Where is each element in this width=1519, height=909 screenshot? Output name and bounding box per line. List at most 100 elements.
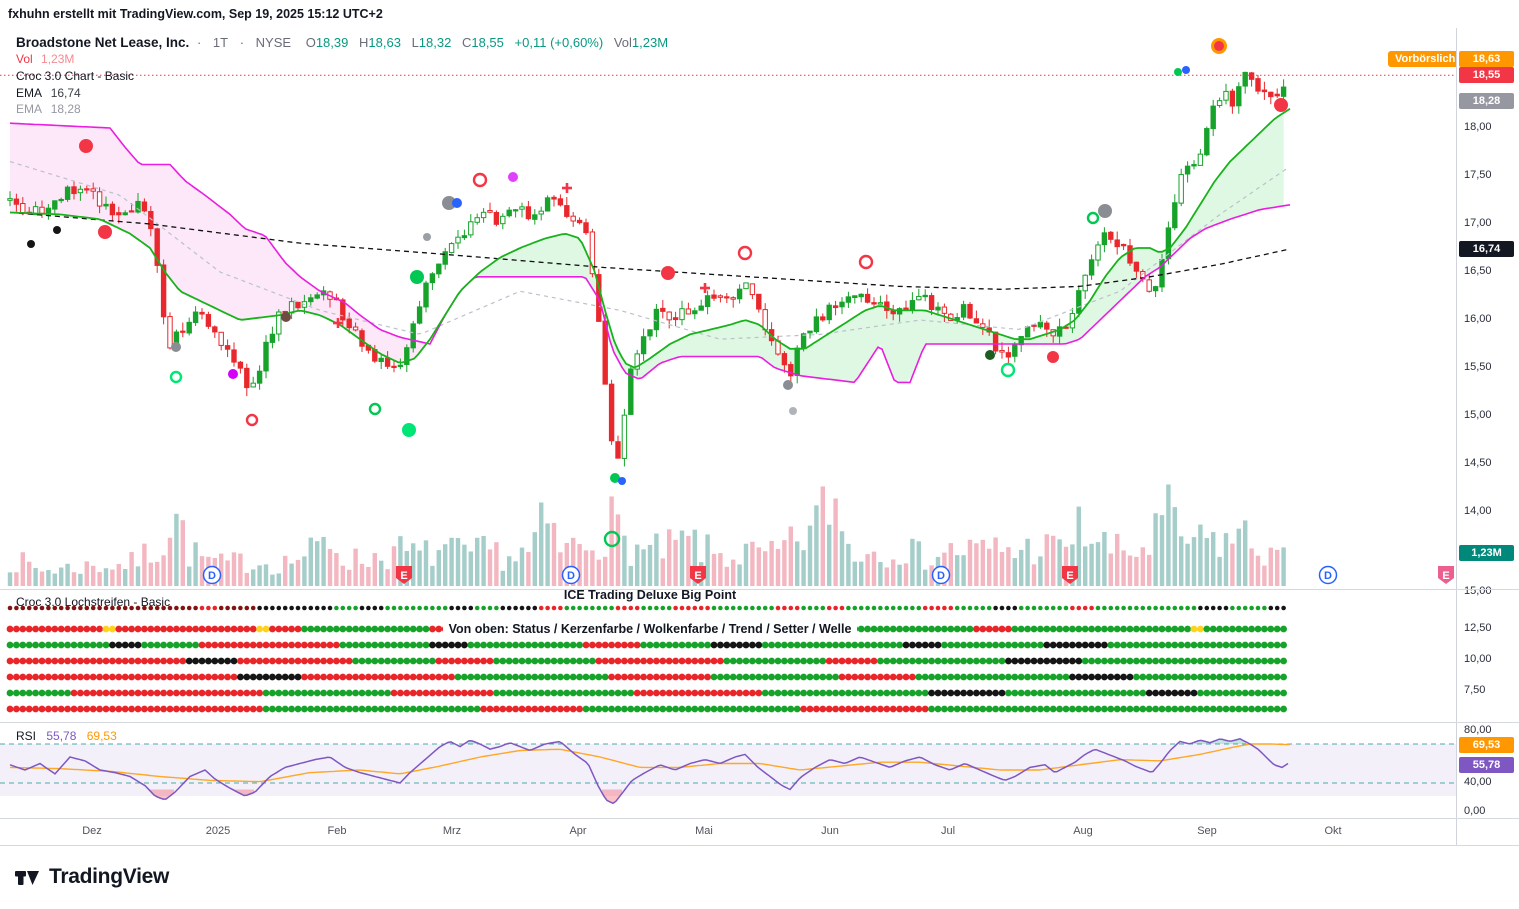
overlay-lines[interactable] bbox=[0, 74, 1456, 384]
price-tick: 80,00 bbox=[1464, 724, 1492, 736]
time-label: Feb bbox=[327, 825, 347, 837]
dividend-badge[interactable] bbox=[561, 565, 581, 585]
time-label: Mrz bbox=[442, 825, 462, 837]
high-label: H bbox=[359, 35, 369, 50]
tradingview-logo[interactable] bbox=[14, 864, 40, 890]
ema2-label: EMA bbox=[16, 102, 42, 116]
earnings-badge[interactable] bbox=[396, 566, 412, 584]
time-label: Jun bbox=[821, 825, 839, 837]
croc-cloud bbox=[10, 112, 1284, 383]
price-tick: 0,00 bbox=[1464, 805, 1486, 817]
signal-markers bbox=[27, 38, 1288, 548]
close-label: C bbox=[461, 35, 472, 50]
rsi-pane[interactable] bbox=[0, 737, 1456, 805]
price-tick: 40,00 bbox=[1464, 776, 1492, 788]
svg-text:D: D bbox=[937, 570, 945, 582]
earnings-badge[interactable] bbox=[1062, 566, 1078, 584]
volume-label: Vol bbox=[613, 35, 632, 50]
high-value: 18,63 bbox=[368, 35, 401, 50]
symbol-title[interactable]: Broadstone Net Lease, Inc. bbox=[16, 35, 190, 50]
lochstreifen-indicator-title[interactable]: Croc 3.0 Lochstreifen - Basic bbox=[16, 595, 171, 609]
rsi-label: RSI bbox=[16, 729, 37, 743]
brand-text[interactable]: TradingView bbox=[49, 865, 170, 888]
premarket-badge: Vorbörslich bbox=[1388, 51, 1463, 67]
svg-text:E: E bbox=[1066, 570, 1073, 582]
candlestick-series[interactable] bbox=[7, 71, 1287, 467]
volume-indicator-label: Vol bbox=[16, 52, 33, 66]
event-badges[interactable]: D D D DE E E E bbox=[202, 565, 1455, 585]
svg-text:E: E bbox=[400, 570, 407, 582]
time-label: Apr bbox=[569, 825, 587, 837]
price-axis[interactable]: USD 18,0017,5017,0016,5016,0015,5015,001… bbox=[1456, 28, 1519, 846]
earnings-badge[interactable] bbox=[1438, 566, 1454, 584]
time-label: Dez bbox=[82, 825, 102, 837]
symbol-legend-row: Broadstone Net Lease, Inc. · 1T · NYSE O… bbox=[16, 35, 668, 50]
svg-text:E: E bbox=[1442, 570, 1449, 582]
price-tick: 10,00 bbox=[1464, 653, 1492, 665]
price-tick: 14,50 bbox=[1464, 457, 1492, 469]
dividend-badge[interactable] bbox=[202, 565, 222, 585]
time-label: Mai bbox=[695, 825, 713, 837]
ema2-indicator-row[interactable]: EMA 18,28 bbox=[16, 102, 81, 116]
time-label: Okt bbox=[1324, 825, 1342, 837]
pane-separator[interactable] bbox=[0, 589, 1519, 590]
volume-indicator-value: 1,23M bbox=[41, 52, 75, 66]
price-badge: 1,23M bbox=[1459, 545, 1514, 561]
ema1-label: EMA bbox=[16, 86, 42, 100]
low-label: L bbox=[411, 35, 419, 50]
chart-canvas[interactable]: D D D DE E E E bbox=[0, 28, 1456, 818]
price-badge: 55,78 bbox=[1459, 757, 1514, 773]
open-label: O bbox=[305, 35, 316, 50]
ema1-value: 16,74 bbox=[50, 86, 81, 100]
price-badge: 69,53 bbox=[1459, 737, 1514, 753]
pane-separator[interactable] bbox=[0, 722, 1519, 723]
dividend-badge[interactable] bbox=[931, 565, 951, 585]
price-badge: 18,55 bbox=[1459, 67, 1514, 83]
rsi-indicator-row[interactable]: RSI 55,78 69,53 bbox=[16, 729, 117, 743]
volume-value: 1,23M bbox=[631, 35, 669, 50]
ema1-indicator-row[interactable]: EMA 16,74 bbox=[16, 86, 81, 100]
volume-series[interactable] bbox=[7, 484, 1286, 586]
price-tick: 12,50 bbox=[1464, 622, 1492, 634]
ema2-value: 18,28 bbox=[50, 102, 81, 116]
price-tick: 18,00 bbox=[1464, 121, 1492, 133]
interval-label[interactable]: 1T bbox=[212, 35, 229, 50]
rsi-ma-value: 69,53 bbox=[86, 729, 117, 743]
svg-text:D: D bbox=[567, 570, 575, 582]
price-badge: 16,74 bbox=[1459, 241, 1514, 257]
svg-text:D: D bbox=[1324, 570, 1332, 582]
low-value: 18,32 bbox=[418, 35, 452, 50]
time-label: Sep bbox=[1197, 825, 1217, 837]
separator-dot: · bbox=[196, 35, 202, 50]
croc-chart-indicator-title: Croc 3.0 Chart - Basic bbox=[16, 69, 135, 83]
time-label: Jul bbox=[940, 825, 956, 837]
open-value: 18,39 bbox=[315, 35, 349, 50]
exchange-label: NYSE bbox=[255, 35, 292, 50]
svg-text:D: D bbox=[208, 570, 216, 582]
close-value: 18,55 bbox=[471, 35, 504, 50]
croc-chart-indicator-row[interactable]: Croc 3.0 Chart - Basic bbox=[16, 69, 134, 83]
dividend-badge[interactable] bbox=[1318, 565, 1338, 585]
price-tick: 17,00 bbox=[1464, 217, 1492, 229]
price-tick: 15,50 bbox=[1464, 361, 1492, 373]
footer: TradingView bbox=[0, 846, 1519, 909]
price-tick: 16,00 bbox=[1464, 313, 1492, 325]
time-axis[interactable]: Dez 2025 Feb Mrz Apr Mai Jun Jul Aug Sep Okt bbox=[0, 819, 1456, 845]
price-tick: 15,00 bbox=[1464, 409, 1492, 421]
price-tick: 15,00 bbox=[1464, 585, 1492, 597]
price-tick: 16,50 bbox=[1464, 265, 1492, 277]
pane-separator bbox=[0, 845, 1519, 846]
volume-indicator-row[interactable]: Vol 1,23M bbox=[16, 52, 74, 66]
change-value: +0,11 (+0,60%) bbox=[514, 35, 604, 50]
pane-separator bbox=[0, 818, 1519, 819]
price-tick: 17,50 bbox=[1464, 169, 1492, 181]
price-tick: 14,00 bbox=[1464, 505, 1492, 517]
price-badge: 18,63 bbox=[1459, 51, 1514, 67]
price-tick: 7,50 bbox=[1464, 684, 1486, 696]
punch-tape-rows bbox=[6, 605, 1287, 713]
earnings-badge[interactable] bbox=[690, 566, 706, 584]
price-badge: 18,28 bbox=[1459, 93, 1514, 109]
time-label: 2025 bbox=[205, 825, 231, 837]
time-label: Aug bbox=[1073, 825, 1093, 837]
